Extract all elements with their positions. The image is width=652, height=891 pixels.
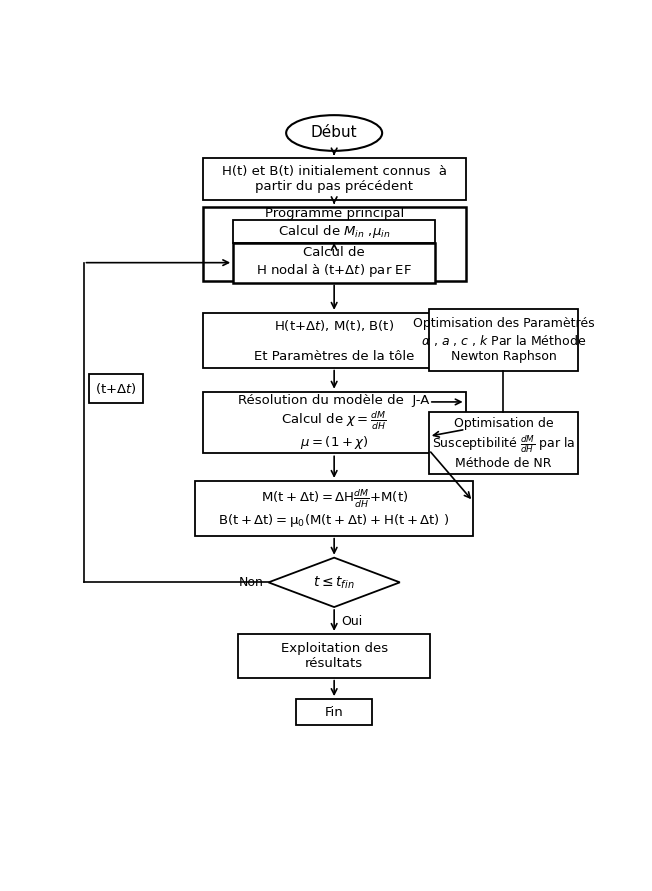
Text: H(t+$\Delta t$), M(t), B(t)

Et Paramètres de la tôle: H(t+$\Delta t$), M(t), B(t) Et Paramètre… [254,318,414,363]
Text: Fin: Fin [325,706,344,718]
FancyBboxPatch shape [233,220,436,243]
FancyBboxPatch shape [203,313,466,368]
FancyBboxPatch shape [429,309,578,371]
FancyBboxPatch shape [203,207,466,282]
FancyBboxPatch shape [203,159,466,200]
Text: Non: Non [239,576,263,589]
Ellipse shape [286,115,382,151]
Text: Programme principal: Programme principal [265,207,404,220]
FancyBboxPatch shape [195,481,473,535]
Text: Oui: Oui [342,616,363,628]
FancyBboxPatch shape [296,699,372,725]
Polygon shape [269,558,400,607]
Text: H(t) et B(t) initialement connus  à
partir du pas précédent: H(t) et B(t) initialement connus à parti… [222,165,447,193]
Text: (t+$\Delta t$): (t+$\Delta t$) [95,380,137,396]
FancyBboxPatch shape [233,242,436,282]
Text: Optimisation de
Susceptibilité $\frac{dM}{dH}$ par la
Méthode de NR: Optimisation de Susceptibilité $\frac{dM… [432,417,575,470]
Text: Résolution du modèle de  J-A
Calcul de $\chi =\frac{dM}{dH}$
$\mu = (1 + \chi)$: Résolution du modèle de J-A Calcul de $\… [239,394,430,451]
Text: Calcul de
H nodal à (t+$\Delta t$) par EF: Calcul de H nodal à (t+$\Delta t$) par E… [256,247,412,279]
Text: Optimisation des Paramètrés
$\alpha$ , $a$ , $c$ , $k$ Par la Méthode
Newton Rap: Optimisation des Paramètrés $\alpha$ , $… [413,317,594,363]
Text: Calcul de $M_{in}$ ,$\mu_{in}$: Calcul de $M_{in}$ ,$\mu_{in}$ [278,224,391,241]
Text: $\mathrm{M(t+\Delta t) = \Delta H}\frac{dM}{dH}\mathrm{ + M(t)}$
$\mathrm{B(t+\D: $\mathrm{M(t+\Delta t) = \Delta H}\frac{… [218,487,450,529]
Text: Exploitation des
résultats: Exploitation des résultats [280,642,388,670]
Text: Début: Début [311,126,357,141]
Text: $t \leq t_{fin}$: $t \leq t_{fin}$ [314,574,355,591]
FancyBboxPatch shape [429,413,578,474]
FancyBboxPatch shape [203,392,466,454]
FancyBboxPatch shape [89,374,143,403]
FancyBboxPatch shape [238,634,430,678]
